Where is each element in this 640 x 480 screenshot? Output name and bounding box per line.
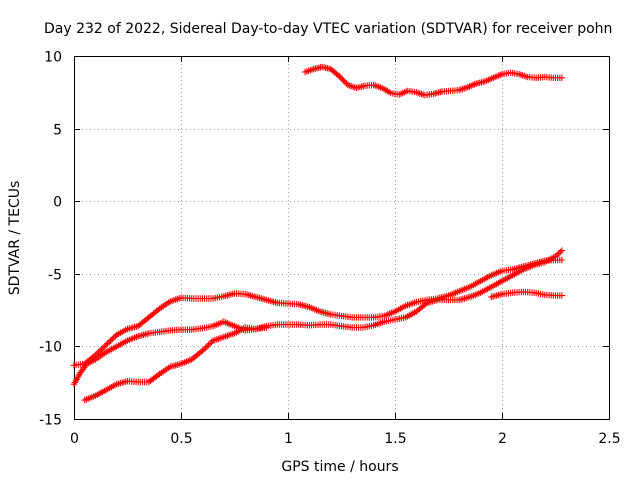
- series-markers: [70, 256, 566, 369]
- series-track-tail: [488, 288, 566, 301]
- series-markers: [81, 324, 270, 404]
- y-tick-label: -10: [39, 340, 62, 356]
- grid: [74, 56, 609, 419]
- series-markers: [301, 63, 566, 99]
- x-tick-label: 0: [70, 431, 79, 447]
- x-tick-label: 1.5: [384, 431, 406, 447]
- series-track-upper: [70, 256, 566, 369]
- x-tick-label: 2: [498, 431, 507, 447]
- series-track-lower: [81, 324, 270, 404]
- chart-title: Day 232 of 2022, Sidereal Day-to-day VTE…: [44, 21, 612, 37]
- x-tick-label: 0.5: [170, 431, 192, 447]
- y-tick-label: 10: [44, 50, 62, 66]
- series-track-top: [301, 63, 566, 99]
- series-markers: [70, 247, 566, 388]
- x-axis-label: GPS time / hours: [281, 459, 398, 475]
- y-axis-label: SDTVAR / TECUs: [7, 181, 23, 296]
- x-tick-labels: 0 0.5 1 1.5 2 2.5: [70, 431, 621, 447]
- series-track-middle: [70, 247, 566, 388]
- axis-ticks: [74, 56, 610, 420]
- y-tick-labels: -15 -10 -5 0 5 10: [39, 50, 62, 429]
- plot-frame: [74, 56, 610, 420]
- series-markers: [488, 288, 566, 301]
- x-tick-label: 1: [284, 431, 293, 447]
- x-tick-label: 2.5: [598, 431, 620, 447]
- y-tick-label: 5: [53, 123, 62, 139]
- y-tick-label: 0: [53, 195, 62, 211]
- data-series: [70, 63, 566, 404]
- y-tick-label: -15: [39, 413, 62, 429]
- y-tick-label: -5: [48, 268, 62, 284]
